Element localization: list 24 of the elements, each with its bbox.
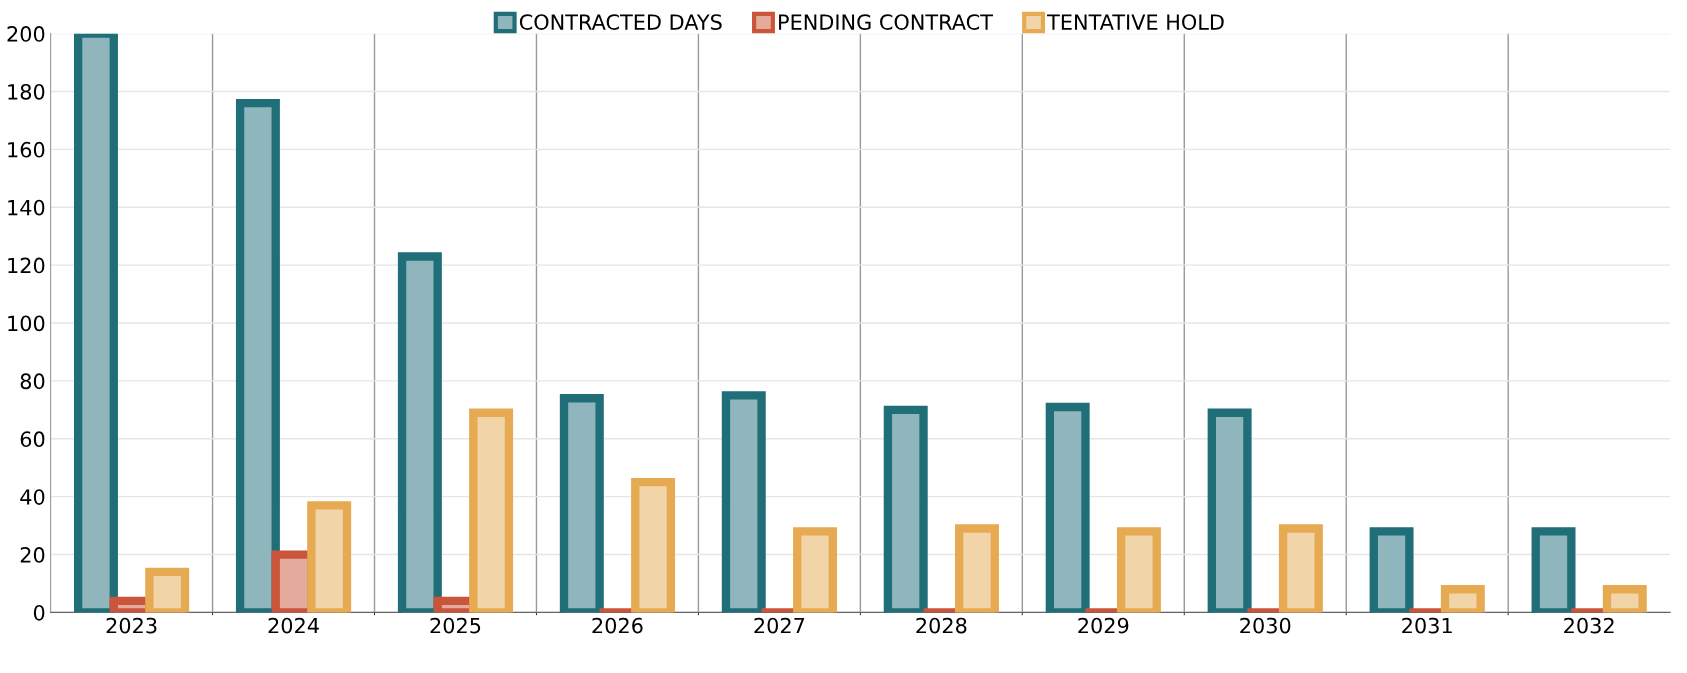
y-tick-label: 160: [8, 141, 45, 158]
x-tick-label: 2028: [916, 617, 967, 634]
x-tick-label: 2029: [1078, 617, 1129, 634]
x-tick-label: 2024: [268, 617, 319, 634]
y-tick-label: 200: [7, 26, 45, 42]
x-tick-label: 2031: [1402, 617, 1452, 634]
y-tick-label: 180: [8, 83, 45, 100]
y-tick-label: 40: [20, 489, 45, 505]
legend-label: CONTRACTED DAYS: [519, 14, 722, 30]
x-tick-label: 2026: [592, 617, 643, 634]
x-tick-label: 2027: [754, 617, 805, 634]
y-tick-label: 20: [20, 547, 45, 563]
y-tick-label: 140: [8, 199, 45, 216]
legend-label: PENDING CONTRACT: [779, 14, 993, 30]
x-tick-label: 2030: [1240, 617, 1291, 634]
x-tick-label: 2025: [430, 617, 481, 634]
y-tick-label: 120: [8, 257, 45, 274]
y-tick-label: 80: [20, 373, 45, 390]
y-tick-label: 60: [20, 431, 45, 448]
x-tick-label: 2032: [1564, 617, 1614, 634]
y-tick-label: 0: [33, 604, 45, 621]
y-tick-label: 100: [8, 315, 45, 332]
legend-label: TENTATIVE HOLD: [1047, 14, 1224, 30]
x-tick-label: 2023: [106, 617, 157, 634]
